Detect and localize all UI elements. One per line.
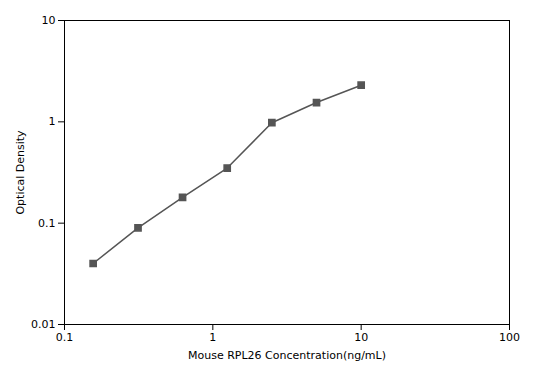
svg-text:0.01: 0.01 (31, 318, 56, 331)
svg-text:1: 1 (49, 115, 56, 128)
svg-text:0.1: 0.1 (56, 331, 74, 344)
svg-text:Mouse RPL26 Concentration(ng/m: Mouse RPL26 Concentration(ng/mL) (188, 349, 386, 362)
svg-text:0.1: 0.1 (38, 217, 56, 230)
svg-text:100: 100 (499, 331, 520, 344)
svg-text:10: 10 (42, 14, 56, 27)
svg-text:10: 10 (354, 331, 368, 344)
svg-text:1: 1 (209, 331, 216, 344)
svg-text:Optical Density: Optical Density (14, 130, 27, 215)
